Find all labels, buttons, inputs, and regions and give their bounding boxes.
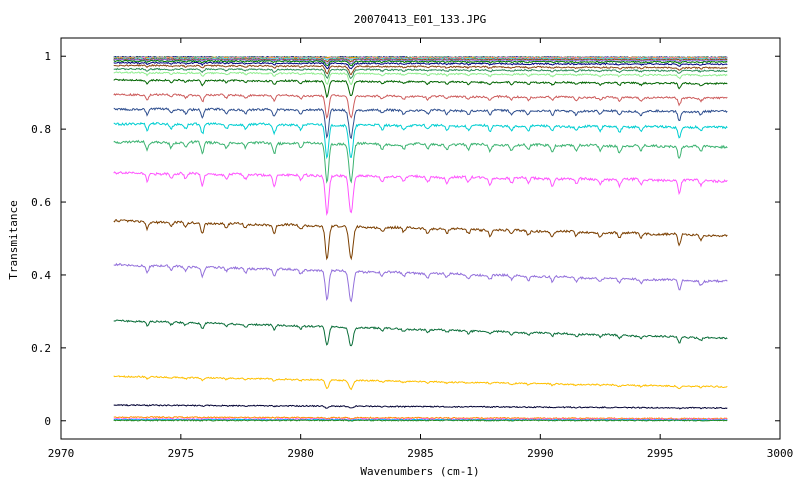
spectrum-line (113, 61, 728, 70)
spectrum-line (113, 78, 728, 99)
spectrum-line (113, 139, 728, 184)
spectrum-line (113, 92, 728, 120)
spectrum-line (113, 59, 728, 67)
spectrum-line (113, 419, 728, 422)
spectrum-line (113, 262, 728, 303)
spectrum-line (113, 219, 728, 261)
y-tick-label: 0.2 (31, 342, 51, 355)
y-tick-label: 0.8 (31, 123, 51, 136)
y-tick-label: 0.6 (31, 196, 51, 209)
spectrum-line (113, 418, 728, 422)
y-tick-label: 1 (44, 50, 51, 63)
x-tick-label: 2985 (407, 447, 434, 460)
x-tick-label: 2975 (168, 447, 195, 460)
x-tick-label: 2980 (287, 447, 314, 460)
spectrum-line (113, 171, 728, 217)
y-axis-label: Transmitance (7, 200, 20, 279)
spectrum-line (113, 416, 728, 420)
spectrum-line (113, 56, 728, 60)
spectrum-line (113, 375, 728, 391)
y-axis: 0 0.2 0.4 0.6 0.8 1 (31, 50, 780, 428)
spectrum-line (113, 63, 728, 75)
x-axis-label: Wavenumbers (cm-1) (360, 465, 479, 478)
spectrum-line (113, 107, 728, 140)
spectrum-line (113, 71, 728, 86)
chart-title: 20070413_E01_133.JPG (354, 13, 486, 26)
x-tick-label: 2970 (48, 447, 75, 460)
x-tick-label: 2995 (647, 447, 674, 460)
x-axis: 2970 2975 2980 2985 2990 2995 3000 (48, 38, 794, 460)
spectrum-line (113, 319, 728, 347)
spectrum-line (113, 403, 728, 410)
x-tick-label: 2990 (527, 447, 554, 460)
x-tick-label: 3000 (767, 447, 794, 460)
y-tick-label: 0 (44, 415, 51, 428)
spectrum-line (113, 58, 728, 65)
series-layer (113, 55, 728, 422)
spectrum-line (113, 67, 728, 80)
y-tick-label: 0.4 (31, 269, 51, 282)
spectrum-line (113, 121, 728, 160)
